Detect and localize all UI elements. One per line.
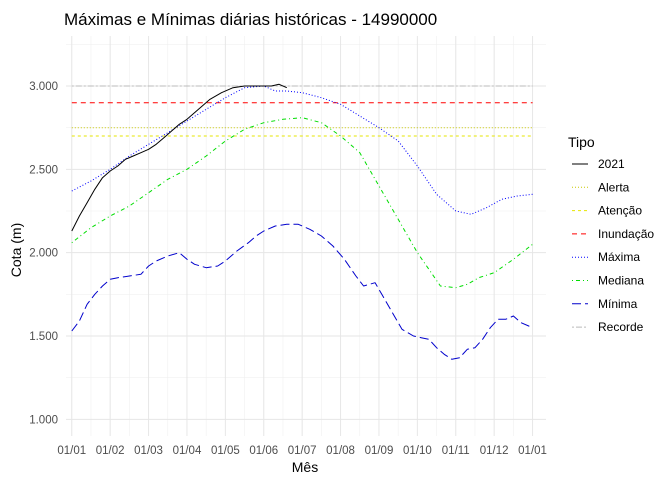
x-tick-label: 01/12 (480, 445, 509, 457)
legend-label: Mediana (598, 274, 644, 288)
x-tick-label: 01/05 (211, 445, 240, 457)
x-tick-label: 01/01 (518, 445, 547, 457)
series-line-2021 (71, 83, 288, 232)
legend-label: Alerta (598, 180, 630, 194)
x-tick-label: 01/01 (57, 445, 86, 457)
legend-title: Tipo (568, 134, 595, 150)
x-tick-label: 01/09 (365, 445, 394, 457)
axis-ticks: 01/01 01/02 01/03 01/04 01/05 01/06 01/07 01/08… (29, 81, 547, 457)
x-axis-title: Mês (292, 459, 318, 475)
x-tick-label: 01/08 (326, 445, 355, 457)
chart-title: Máximas e Mínimas diárias históricas - 1… (64, 10, 437, 29)
legend-label: Mínima (598, 297, 638, 311)
plot-area (71, 83, 533, 360)
legend-label: Máxima (598, 250, 640, 264)
legend-label: Inundação (598, 227, 654, 241)
legend-label: 2021 (598, 157, 625, 171)
x-tick-label: 01/11 (442, 445, 470, 457)
x-tick-label: 01/03 (134, 445, 163, 457)
y-tick-label: 1.500 (29, 331, 58, 343)
y-axis-title: Cota (m) (8, 223, 24, 277)
legend: Tipo 2021 Alerta Atenção Inundação Máxima Med… (568, 134, 654, 334)
y-tick-label: 2.500 (29, 164, 58, 176)
y-tick-label: 2.000 (29, 248, 58, 260)
legend-label: Atenção (598, 204, 642, 218)
series-line-mediana (71, 117, 533, 289)
x-tick-label: 01/06 (249, 445, 278, 457)
x-tick-label: 01/07 (288, 445, 317, 457)
x-tick-label: 01/10 (403, 445, 432, 457)
y-tick-label: 3.000 (29, 81, 58, 93)
x-tick-label: 01/02 (96, 445, 125, 457)
y-tick-label: 1.000 (29, 414, 58, 426)
legend-label: Recorde (598, 320, 644, 334)
x-tick-label: 01/04 (173, 445, 202, 457)
